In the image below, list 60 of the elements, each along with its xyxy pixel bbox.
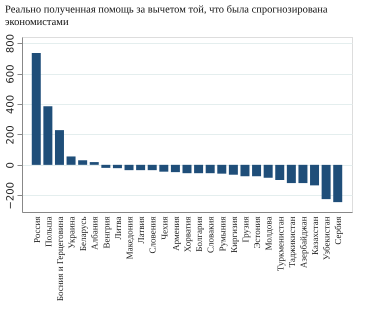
bar <box>275 164 284 180</box>
bar <box>54 130 64 165</box>
x-tick-label: Словакия <box>206 216 216 253</box>
x-tick-label: Литва <box>112 216 123 240</box>
x-tick-label: Хорватия <box>182 216 192 252</box>
bar <box>148 164 157 170</box>
bar <box>240 164 250 176</box>
x-tick-label: Албания <box>90 216 100 250</box>
bar <box>90 162 99 165</box>
x-tick-label: Словения <box>148 216 158 254</box>
bar <box>228 164 238 175</box>
y-tick-label: 800 <box>6 34 16 54</box>
y-tick-label: 400 <box>6 94 16 114</box>
bar <box>78 160 88 165</box>
bar <box>333 164 342 202</box>
x-tick-label: Туркменистан <box>275 216 286 272</box>
bar <box>101 164 110 168</box>
x-tick-label: Польша <box>43 216 54 247</box>
y-tick-label: −200 <box>6 182 16 210</box>
x-tick-label: Россия <box>32 216 42 243</box>
x-tick-label: Венгрия <box>101 216 112 248</box>
chart-title: Реально полученная помощь за вычетом той, что была спрогнозирована экономистами <box>5 4 328 28</box>
y-tick-label: 600 <box>6 64 16 84</box>
bar <box>252 164 262 176</box>
bar <box>194 164 204 174</box>
bar <box>32 52 41 165</box>
x-tick-label: Беларусь <box>78 216 88 252</box>
bar <box>66 156 76 165</box>
bar <box>322 164 331 200</box>
x-tick-label: Босния и Герцеговина <box>54 216 65 302</box>
x-tick-label: Казахстан <box>310 216 320 256</box>
x-tick-label: Сербия <box>333 216 344 245</box>
bar <box>182 164 192 174</box>
x-tick-label: Македония <box>124 216 135 260</box>
x-tick-label: Киргизия <box>228 216 239 253</box>
bar <box>286 164 296 184</box>
bar <box>298 164 308 184</box>
bar <box>170 164 180 172</box>
y-tick-label: 200 <box>6 125 16 144</box>
x-tick-label: Болгария <box>194 216 204 252</box>
x-tick-label: Азербайджан <box>298 216 308 268</box>
bar <box>159 164 168 172</box>
x-tick-label: Чехия <box>159 216 170 240</box>
bar <box>310 164 320 186</box>
x-tick-label: Эстония <box>252 216 262 249</box>
bar <box>217 164 226 174</box>
x-tick-label: Румыния <box>217 216 228 252</box>
x-tick-label: Армения <box>170 216 181 251</box>
bar <box>124 164 134 170</box>
bar <box>136 164 146 170</box>
x-tick-label: Узбекистан <box>322 216 332 260</box>
bar <box>206 164 215 174</box>
y-tick-label: 0 <box>6 162 16 169</box>
x-tick-label: Украина <box>66 216 77 249</box>
x-tick-label: Молдова <box>264 216 274 250</box>
x-tick-label: Латвия <box>136 216 146 244</box>
x-tick-label: Таджикистан <box>286 216 297 268</box>
x-tick-label: Грузия <box>240 216 250 243</box>
bar <box>264 164 273 178</box>
bar <box>43 106 52 165</box>
